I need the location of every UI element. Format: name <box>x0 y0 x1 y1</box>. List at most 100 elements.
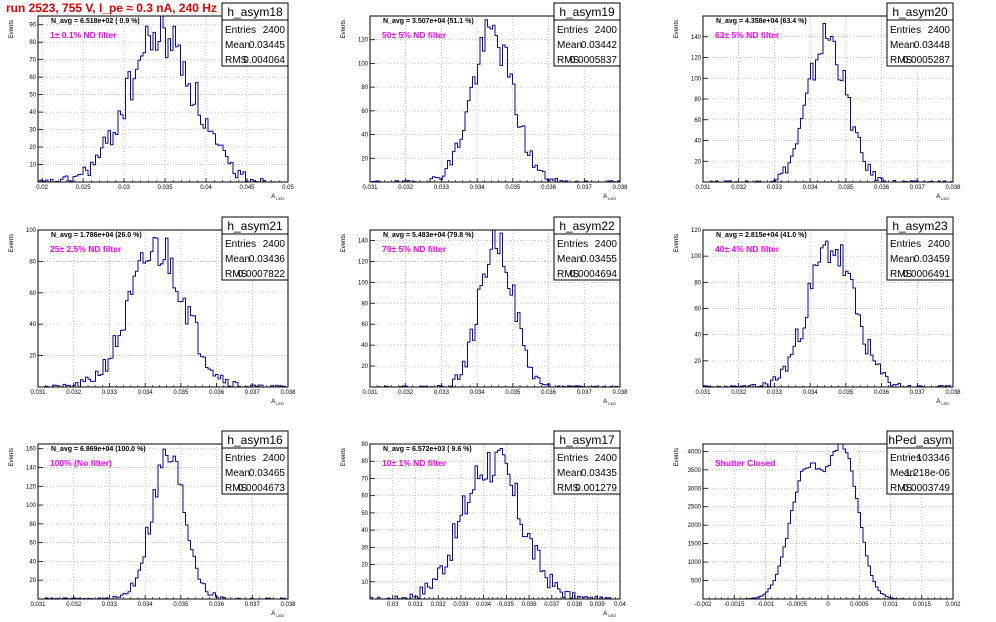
y-tick-label: 100 <box>358 280 369 286</box>
y-tick-label: 100 <box>26 228 37 234</box>
stats-label: Mean <box>890 468 915 479</box>
x-tick-label: -0.0015 <box>724 602 745 608</box>
x-tick-label: 0.035 <box>158 185 174 191</box>
y-tick-label: 60 <box>29 541 36 547</box>
x-tick-label: -0.002 <box>694 602 712 608</box>
x-tick-label: 0.034 <box>138 602 154 608</box>
stats-label: Mean <box>225 254 250 265</box>
stats-label: Entries <box>225 25 256 36</box>
stats-label: Entries <box>557 25 588 36</box>
stats-value: 0.03465 <box>249 468 286 479</box>
navg-label: N_avg = 1.786e+04 (26.0 %) <box>51 232 142 239</box>
y-tick-label: 20 <box>29 354 36 360</box>
pad-hPed_asym: -0.002 -0.0015 -0.001 -0.0005 0 0.0005 0.001 0.… <box>674 430 961 608</box>
plot-frame <box>369 15 621 183</box>
x-tick-label: 0.033 <box>102 390 118 396</box>
stats-label: Entries <box>225 239 256 250</box>
y-tick-label: 2000 <box>688 523 702 529</box>
y-tick-label: 40 <box>694 139 701 145</box>
stats-value: 0.03435 <box>581 468 618 479</box>
x-tick-label: 0.035 <box>499 602 515 608</box>
x-tick-label: 0.033 <box>102 602 118 608</box>
y-tick-label: 20 <box>694 359 701 365</box>
y-axis-label: Events <box>674 20 680 38</box>
x-tick-label: 0.031 <box>30 390 46 396</box>
y-tick-label: 40 <box>361 528 368 534</box>
stats-value: 0.0004673 <box>238 483 286 494</box>
x-axis-label: ALED <box>603 399 616 406</box>
y-tick-label: 20 <box>29 578 36 584</box>
y-tick-label: 40 <box>361 133 368 139</box>
stats-value: 2400 <box>263 453 286 464</box>
stats-label: Entries <box>225 453 256 464</box>
stats-value: 2400 <box>263 239 286 250</box>
y-tick-label: 120 <box>358 38 369 44</box>
pad-h_asym20: 0.031 0.032 0.033 0.034 0.035 0.036 0.037 0.038… <box>674 2 961 201</box>
y-tick-label: 90 <box>29 23 36 29</box>
x-tick-label: 0.0005 <box>850 602 869 608</box>
y-tick-label: 60 <box>29 291 36 297</box>
stats-box <box>886 430 954 495</box>
y-tick-label: 80 <box>29 40 36 46</box>
x-tick-label: 0.034 <box>803 390 819 396</box>
x-tick-label: 0.038 <box>945 185 961 191</box>
pad-h_asym21: 0.031 0.032 0.033 0.034 0.035 0.036 0.037 0.038… <box>9 216 296 406</box>
y-tick-label: 80 <box>361 85 368 91</box>
x-axis-label: ALED <box>603 194 616 201</box>
x-tick-label: 0.037 <box>577 390 593 396</box>
stats-label: Mean <box>225 468 250 479</box>
stats-label: Entries <box>557 239 588 250</box>
x-tick-label: 0.034 <box>470 390 486 396</box>
y-tick-label: 120 <box>358 259 369 265</box>
x-tick-label: 0.04 <box>200 185 212 191</box>
x-tick-label: 0.035 <box>505 185 521 191</box>
stats-value: 0.03448 <box>914 40 951 51</box>
y-tick-label: 70 <box>361 476 368 482</box>
stats-label: RMS <box>890 269 913 280</box>
y-tick-label: 80 <box>694 97 701 103</box>
navg-label: N_avg = 4.358e+04 (63.4 %) <box>716 18 807 25</box>
navg-label: N_avg = 6.572e+03 ( 9.6 %) <box>383 446 472 453</box>
x-tick-label: 0.04 <box>614 602 626 608</box>
histogram-name: hPed_asym <box>888 433 951 447</box>
x-tick-label: 0.036 <box>874 390 890 396</box>
histogram-name: h_asym17 <box>559 433 615 447</box>
y-tick-label: 80 <box>694 280 701 286</box>
y-tick-label: 3500 <box>688 468 702 474</box>
y-tick-label: 10 <box>29 163 36 169</box>
stats-label: RMS <box>890 483 913 494</box>
x-tick-label: 0.037 <box>910 390 926 396</box>
stats-label: RMS <box>557 55 580 66</box>
pad-h_asym23: 0.031 0.032 0.033 0.034 0.035 0.036 0.037 0.038… <box>674 216 961 406</box>
x-tick-label: 0.038 <box>612 185 628 191</box>
y-tick-label: 140 <box>358 238 369 244</box>
x-tick-label: 0.034 <box>138 390 154 396</box>
y-axis-label: Events <box>674 448 680 466</box>
y-tick-label: 100 <box>691 254 702 260</box>
x-tick-label: 0.045 <box>240 185 256 191</box>
stats-label: Mean <box>890 254 915 265</box>
y-tick-label: 1500 <box>688 542 702 548</box>
x-tick-label: 0.031 <box>695 390 711 396</box>
x-tick-label: 0.002 <box>945 602 961 608</box>
y-tick-label: 70 <box>29 58 36 64</box>
x-tick-label: 0.034 <box>803 185 819 191</box>
x-tick-label: 0.0015 <box>913 602 932 608</box>
stats-value: 2400 <box>595 239 618 250</box>
x-tick-label: 0.033 <box>434 185 450 191</box>
y-tick-label: 120 <box>691 56 702 62</box>
stats-value: 2400 <box>595 453 618 464</box>
y-tick-label: 90 <box>361 442 368 448</box>
x-tick-label: 0.001 <box>883 602 899 608</box>
x-tick-label: 0.037 <box>544 602 560 608</box>
stats-value: 2400 <box>928 239 951 250</box>
y-tick-label: 160 <box>26 447 37 453</box>
stats-label: RMS <box>890 55 913 66</box>
y-axis-label: Events <box>674 234 680 252</box>
y-tick-label: 10 <box>361 580 368 586</box>
stats-value: 0.03436 <box>249 254 286 265</box>
stats-label: RMS <box>557 483 580 494</box>
stats-value: 2400 <box>595 25 618 36</box>
pad-h_asym22: 0.031 0.032 0.033 0.034 0.035 0.036 0.037 0.038… <box>341 216 628 406</box>
stats-label: Entries <box>890 239 921 250</box>
